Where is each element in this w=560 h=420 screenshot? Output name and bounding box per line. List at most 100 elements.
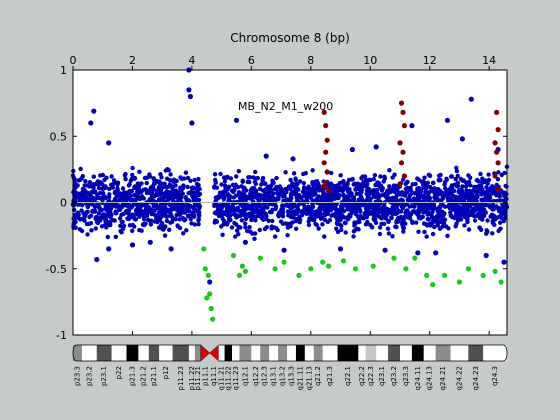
band-q24.22 <box>450 345 469 361</box>
band-label: p12 <box>162 366 170 379</box>
band-q23.2 <box>388 345 400 361</box>
point-s2-9 <box>398 100 405 106</box>
point-s2-23 <box>495 186 501 192</box>
point-s2-16 <box>397 181 403 187</box>
point-s0-8 <box>94 256 100 263</box>
band-q11.23 <box>232 345 240 361</box>
point-s2-18 <box>495 127 501 133</box>
band-label: p11.23 <box>177 366 185 390</box>
band-label: q13.3 <box>287 366 295 386</box>
point-s0-24 <box>501 259 507 265</box>
band-label: q11.23 <box>232 366 240 390</box>
point-s0-18 <box>373 144 379 150</box>
y-axis: 1 0.5 0 -0.5 -1 <box>46 64 507 342</box>
point-s0-20 <box>444 117 451 123</box>
point-s1-19 <box>352 266 358 272</box>
band-labels: p23.3 p23.2 p23.1 p22 p21.3 p21.2 p21.1 p12 p11.… <box>73 366 499 390</box>
point-s1-29 <box>480 272 486 278</box>
band-label: q24.11 <box>414 366 422 390</box>
point-s1-26 <box>442 272 448 278</box>
band-p21.2 <box>138 345 149 361</box>
band-q22.2 <box>358 345 366 361</box>
point-s2-2 <box>324 137 330 143</box>
point-s0-25 <box>483 252 489 259</box>
point-s1-23 <box>412 255 418 261</box>
q-arm-outline <box>218 344 508 362</box>
band-q13.3 <box>287 345 296 361</box>
band-label: q24.13 <box>426 366 434 390</box>
band-p11.21 <box>194 345 201 361</box>
point-s0-5 <box>187 93 193 100</box>
band-q21.11 <box>295 345 305 361</box>
band-label: q23.1 <box>378 366 386 386</box>
point-s1-30 <box>492 268 498 274</box>
band-label: q22.3 <box>367 366 375 386</box>
x-tick-label: 12 <box>423 54 437 67</box>
band-q11.22 <box>224 345 233 361</box>
point-s0-15 <box>263 153 269 159</box>
band-label: p23.1 <box>100 366 108 386</box>
point-s1-0 <box>201 246 207 252</box>
y-tick-label: 1 <box>60 64 67 77</box>
point-s0-14 <box>242 239 248 245</box>
centromere-q11.1 <box>209 344 219 362</box>
point-s1-18 <box>340 258 347 264</box>
band-p21.1 <box>148 345 160 361</box>
band-q12.1 <box>239 345 252 361</box>
point-s0-12 <box>168 246 174 252</box>
point-s2-20 <box>494 149 500 155</box>
band-label: q21.11 <box>296 366 304 390</box>
sample-annotation: MB_N2_M1_w200 <box>238 100 333 113</box>
point-s1-13 <box>281 259 287 265</box>
point-s1-25 <box>430 282 436 288</box>
band-label: q11.1 <box>210 366 218 386</box>
chromosome-ideogram <box>72 344 508 362</box>
point-s1-22 <box>403 266 409 272</box>
point-s0-2 <box>106 140 112 146</box>
band-p12 <box>159 345 173 361</box>
point-s1-8 <box>236 272 243 278</box>
point-s0-16 <box>290 156 296 162</box>
point-s0-13 <box>207 279 213 285</box>
point-s0-6 <box>189 120 195 126</box>
point-s2-22 <box>492 173 498 179</box>
point-s1-12 <box>272 266 278 272</box>
band-q21.2 <box>313 345 323 361</box>
point-s2-15 <box>401 173 407 179</box>
x-tick-label: 10 <box>363 54 377 67</box>
point-s1-4 <box>207 291 213 297</box>
p-arm-outline <box>72 344 201 362</box>
band-label: p11.21 <box>194 366 202 390</box>
band-label: p11.22 <box>188 366 196 390</box>
point-s2-17 <box>494 109 500 115</box>
band-p23.3 <box>73 345 82 361</box>
density-layer <box>70 164 510 241</box>
band-label: p23.2 <box>85 366 93 386</box>
y-tick-label: 0.5 <box>50 130 68 143</box>
point-s2-21 <box>495 160 501 166</box>
band-q12.3 <box>260 345 270 361</box>
x-tick-label: 6 <box>248 54 255 67</box>
point-s2-3 <box>323 149 329 155</box>
band-label: q11.21 <box>218 366 226 390</box>
point-s1-27 <box>456 279 462 285</box>
band-label: p21.2 <box>140 366 148 386</box>
band-label: q12.2 <box>252 366 260 386</box>
point-s1-10 <box>242 268 248 274</box>
y-tick-label: -1 <box>56 329 67 342</box>
point-s0-29 <box>382 247 388 253</box>
point-s2-14 <box>398 160 405 166</box>
point-s2-0 <box>321 109 327 115</box>
point-s0-1 <box>88 120 94 126</box>
point-s1-20 <box>370 263 376 269</box>
point-s0-28 <box>337 246 344 252</box>
point-s1-21 <box>391 255 397 261</box>
point-s2-13 <box>400 149 406 155</box>
band-q12.2 <box>251 345 261 361</box>
band-q24.3 <box>483 345 507 361</box>
band-q21.13 <box>304 345 314 361</box>
band-label: q24.22 <box>455 366 463 390</box>
point-s0-17 <box>349 146 355 153</box>
point-s0-26 <box>433 250 439 256</box>
